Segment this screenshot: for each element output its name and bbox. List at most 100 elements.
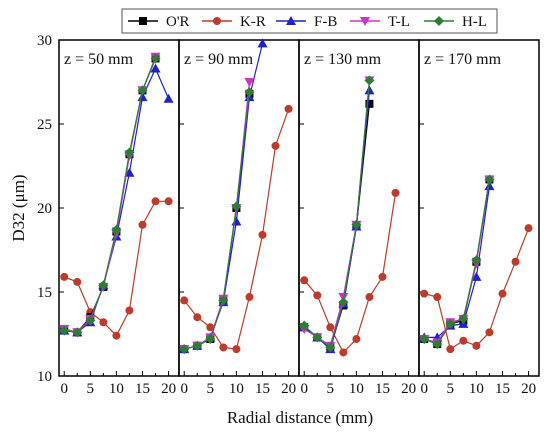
legend-swatch-marker [286, 16, 296, 25]
series-t-l [299, 76, 375, 351]
data-point-k-r [459, 336, 468, 345]
data-point-k-r [313, 291, 322, 300]
data-point-k-r [511, 257, 520, 266]
data-point-k-r [138, 220, 147, 229]
data-point-f-b [124, 167, 135, 177]
data-point-h-l [432, 339, 443, 350]
panel-label: z = 130 mm [304, 51, 382, 68]
data-point-k-r [206, 323, 215, 332]
legend-entry-h-l: H-L [424, 14, 487, 30]
x-tick-label: 10 [229, 381, 244, 397]
data-point-k-r [180, 296, 189, 305]
series-f-b [419, 181, 495, 342]
y-tick-label: 20 [37, 201, 52, 217]
data-point-f-b [484, 181, 495, 191]
legend-label: O'R [166, 14, 190, 30]
series-k-r [420, 224, 533, 354]
data-point-k-r [258, 230, 267, 239]
data-point-h-l [364, 75, 375, 86]
data-point-k-r [524, 224, 533, 233]
x-tick-label: 15 [495, 381, 510, 397]
x-tick-label: 10 [109, 381, 124, 397]
series-f-b [299, 85, 375, 354]
series-line-h-l [184, 92, 250, 350]
series-h-l [299, 75, 375, 353]
data-point-h-l [137, 85, 148, 96]
data-point-h-l [218, 295, 229, 306]
data-point-h-l [111, 224, 122, 235]
x-tick-label: 15 [255, 381, 270, 397]
panel-label: z = 170 mm [424, 51, 502, 68]
series-k-r [300, 188, 400, 357]
series-line-h-l [303, 80, 370, 349]
legend-label: F-B [314, 14, 337, 30]
y-tick-label: 25 [37, 117, 52, 133]
series-line-k-r [63, 200, 169, 337]
data-point-k-r [284, 104, 293, 113]
data-point-k-r [193, 313, 202, 322]
legend-swatch-marker [360, 17, 370, 26]
panel-3: 0 5 10 15 20 z = 130 mm [298, 39, 420, 397]
data-point-k-r [378, 272, 387, 281]
x-tick-label: 10 [469, 381, 484, 397]
data-point-h-l [124, 147, 135, 158]
data-point-h-l [205, 334, 216, 345]
y-axis: 10 15 20 25 30 [37, 33, 52, 385]
series-line-k-r [303, 192, 397, 354]
series-line-f-b [303, 90, 370, 351]
data-point-h-l [150, 53, 161, 64]
panel-frame [58, 39, 180, 377]
x-axis-title: Radial distance (mm) [227, 408, 373, 427]
series-o-r [180, 89, 254, 354]
data-point-h-l [85, 315, 96, 326]
data-point-k-r [433, 293, 442, 302]
legend-swatch-marker [139, 17, 147, 25]
data-point-k-r [112, 331, 121, 340]
x-tick-label: 5 [87, 381, 95, 397]
x-tick-label: 5 [327, 381, 335, 397]
data-point-k-r [420, 289, 429, 298]
series-t-l [179, 78, 255, 355]
data-point-k-r [365, 293, 374, 302]
x-tick-label: 20 [281, 381, 296, 397]
data-point-h-l [419, 334, 430, 345]
data-point-k-r [446, 345, 455, 354]
data-point-k-r [151, 197, 160, 206]
x-tick-label: 15 [375, 381, 390, 397]
series-o-r [420, 175, 494, 349]
series-f-b [179, 38, 268, 354]
legend-entry-k-r: K-R [202, 14, 266, 30]
x-tick-label: 20 [161, 381, 176, 397]
series-h-l [419, 174, 495, 350]
panel-label: z = 50 mm [64, 51, 134, 68]
legend-label: K-R [240, 14, 266, 30]
x-tick-label: 20 [521, 381, 536, 397]
data-point-h-l [98, 280, 109, 291]
y-tick-label: 30 [37, 33, 52, 49]
data-point-k-r [472, 341, 481, 350]
panel-1: 0 5 10 15 20 z = 50 mm [58, 39, 180, 397]
series-k-r [60, 197, 173, 340]
data-point-f-b [364, 85, 375, 95]
series-line-t-l [303, 80, 370, 347]
legend-label: T-L [388, 14, 410, 30]
panels-layer: 0 5 10 15 20 z = 50 mm 0 5 10 15 20 z = 90 mm 0 5 10 15… [37, 33, 540, 397]
series-k-r [180, 104, 293, 354]
panel-frame [298, 39, 420, 377]
data-point-h-l [458, 313, 469, 324]
data-point-h-l [484, 174, 495, 185]
panel-label: z = 90 mm [184, 51, 254, 68]
data-point-k-r [352, 335, 361, 344]
series-o-r [300, 99, 374, 352]
series-line-o-r [184, 93, 250, 350]
legend-entry-t-l: T-L [350, 14, 410, 30]
x-tick-label: 0 [60, 381, 68, 397]
series-h-l [179, 87, 255, 355]
data-point-k-r [73, 277, 82, 286]
data-point-h-l [231, 201, 242, 212]
data-point-h-l [72, 327, 83, 338]
y-tick-label: 15 [37, 285, 52, 301]
data-point-k-r [60, 272, 69, 281]
y-tick-label: 10 [37, 369, 52, 385]
